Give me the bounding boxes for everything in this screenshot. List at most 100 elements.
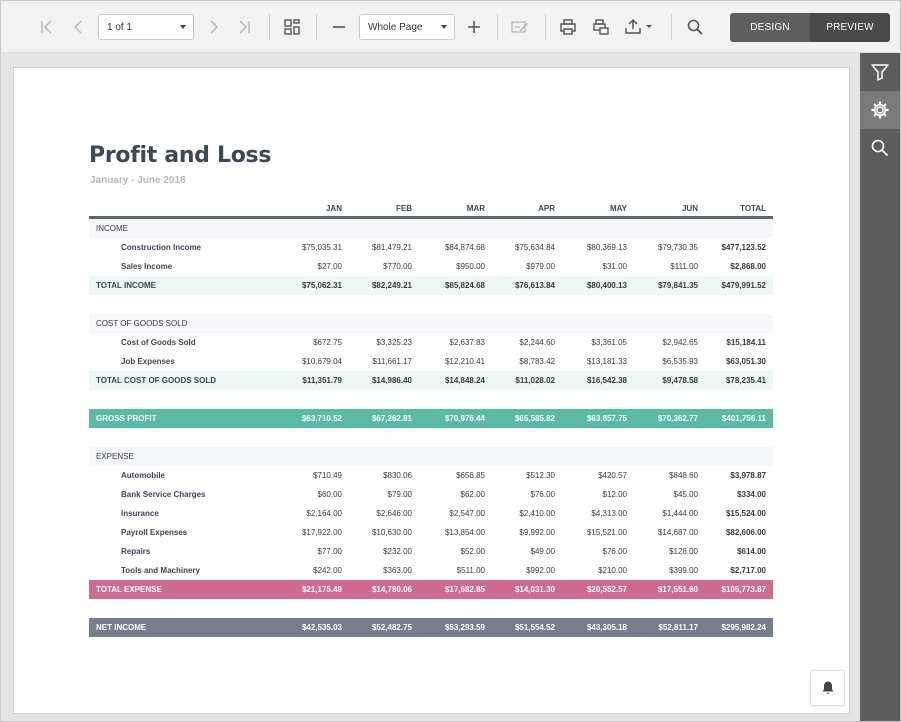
total-row: TOTAL INCOME $75,062.31 $82,249.21 $85,824.…: [89, 276, 773, 295]
mode-toggle: DESIGN PREVIEW: [730, 13, 890, 42]
row-spacer: [89, 599, 773, 618]
gear-icon[interactable]: [860, 91, 900, 129]
chevron-down-icon: [180, 25, 186, 29]
row-label: Tools and Machinery: [121, 566, 200, 575]
cell-jun: $399.00: [669, 566, 698, 575]
cell-jan: $710.49: [313, 471, 342, 480]
print-page-icon[interactable]: [591, 17, 611, 37]
cell-apr: $76,613.84: [514, 281, 555, 290]
cell-mar: $52.00: [460, 547, 485, 556]
table-row: Automobile $710.49 $830.06 $656.85 $512.30 $4…: [89, 466, 773, 485]
cell-mar: $13,854.00: [444, 528, 485, 537]
cell-mar: $14,848.24: [444, 376, 485, 385]
table-row: Construction Income $75,035.31 $81,479.21 $…: [89, 238, 773, 257]
edit-fields-icon[interactable]: [509, 17, 531, 37]
next-page-icon[interactable]: [204, 18, 222, 36]
table-row: Bank Service Charges $60.00 $79.00 $62.00 $7…: [89, 485, 773, 504]
cell-may: $210.00: [598, 566, 627, 575]
multipage-icon[interactable]: [282, 17, 302, 37]
row-label: EXPENSE: [96, 452, 134, 461]
cell-total: $479,991.52: [721, 281, 767, 290]
cell-jun: $79,841.35: [657, 281, 698, 290]
zoom-selector-value: Whole Page: [368, 21, 423, 33]
cell-apr: $8,783.42: [519, 357, 555, 366]
row-label: TOTAL EXPENSE: [96, 585, 162, 594]
export-icon[interactable]: [623, 17, 655, 37]
column-header-jan: JAN: [325, 203, 342, 213]
cell-feb: $10,630.00: [371, 528, 412, 537]
search-icon[interactable]: [860, 129, 900, 167]
cell-feb: $232.00: [383, 547, 412, 556]
cell-total: $63,051.30: [725, 357, 766, 366]
cell-total: $78,235.41: [725, 376, 766, 385]
cell-may: $31.00: [602, 262, 627, 271]
column-header-mar: MAR: [466, 203, 485, 213]
row-label: Repairs: [121, 547, 151, 556]
cell-apr: $14,031.30: [514, 585, 555, 594]
cell-mar: $84,874.68: [444, 243, 485, 252]
cell-may: $4,313.00: [591, 509, 627, 518]
first-page-icon[interactable]: [38, 18, 56, 36]
toolbar-separator: [671, 14, 672, 40]
chevron-down-icon: [441, 25, 447, 29]
cell-apr: $979.00: [526, 262, 555, 271]
row-label: Construction Income: [121, 243, 202, 252]
cell-feb: $14,986.40: [371, 376, 412, 385]
cell-jan: $42,535.03: [301, 623, 342, 632]
row-label: Job Expenses: [121, 357, 175, 366]
cell-apr: $65,585.82: [514, 414, 555, 423]
cell-total: $295,982.24: [721, 623, 767, 632]
cell-may: $16,542.38: [586, 376, 627, 385]
cell-jun: $128.00: [669, 547, 698, 556]
design-button[interactable]: DESIGN: [730, 13, 810, 42]
zoom-selector[interactable]: Whole Page: [359, 14, 455, 40]
cell-apr: $51,554.52: [514, 623, 555, 632]
search-icon[interactable]: [685, 17, 705, 37]
cell-total: $105,773.87: [721, 585, 767, 594]
zoom-in-icon[interactable]: [464, 17, 484, 37]
row-label: NET INCOME: [96, 623, 147, 632]
page-selector-value: 1 of 1: [107, 21, 133, 33]
table-row: Tools and Machinery $242.00 $363.00 $511.00…: [89, 561, 773, 580]
last-page-icon[interactable]: [235, 18, 253, 36]
zoom-out-icon[interactable]: [329, 17, 349, 37]
row-label: TOTAL INCOME: [96, 281, 156, 290]
cell-may: $80,400.13: [586, 281, 627, 290]
cell-apr: $992.00: [526, 566, 555, 575]
page-selector[interactable]: 1 of 1: [98, 14, 194, 40]
cell-total: $477,123.52: [721, 243, 767, 252]
cell-jun: $1,444.00: [662, 509, 698, 518]
report-subtitle: January - June 2018: [90, 175, 186, 186]
table-row: Insurance $2,164.00 $2,646.00 $2,547.00 $2,4…: [89, 504, 773, 523]
cell-may: $3,361.05: [591, 338, 627, 347]
net-row: NET INCOME $42,535.03 $52,482.75 $53,293.59…: [89, 618, 773, 637]
print-icon[interactable]: [558, 17, 578, 37]
cell-may: $63,857.75: [586, 414, 627, 423]
cell-apr: $11,028.02: [515, 376, 555, 385]
cell-total: $614.00: [737, 547, 766, 556]
cell-jan: $27.00: [317, 262, 342, 271]
table-row: Payroll Expenses $17,922.00 $10,630.00 $13,…: [89, 523, 773, 542]
cell-feb: $3,325.23: [376, 338, 412, 347]
row-spacer: [89, 390, 773, 409]
cell-jan: $11,351.79: [302, 376, 342, 385]
cell-total: $15,184.11: [726, 338, 766, 347]
cell-jan: $672.75: [313, 338, 342, 347]
row-label: Insurance: [121, 509, 159, 518]
notification-button[interactable]: [810, 670, 845, 706]
cell-may: $420.57: [598, 471, 627, 480]
cell-total: $3,978.87: [730, 471, 766, 480]
preview-button[interactable]: PREVIEW: [810, 13, 890, 42]
table-row: Repairs $77.00 $232.00 $52.00 $49.00 $76.00 $1…: [89, 542, 773, 561]
cell-feb: $363.00: [383, 566, 412, 575]
row-label: GROSS PROFIT: [96, 414, 157, 423]
side-panel-rail: [860, 53, 900, 721]
previous-page-icon[interactable]: [70, 18, 88, 36]
gross-row: GROSS PROFIT $63,710.52 $67,262.81 $70,976.…: [89, 409, 773, 428]
row-label: INCOME: [96, 224, 128, 233]
filter-icon[interactable]: [860, 53, 900, 91]
cell-apr: $2,410.00: [519, 509, 555, 518]
cell-apr: $9,992.00: [519, 528, 555, 537]
toolbar-separator: [269, 14, 270, 40]
row-label: TOTAL COST OF GOODS SOLD: [96, 376, 217, 385]
